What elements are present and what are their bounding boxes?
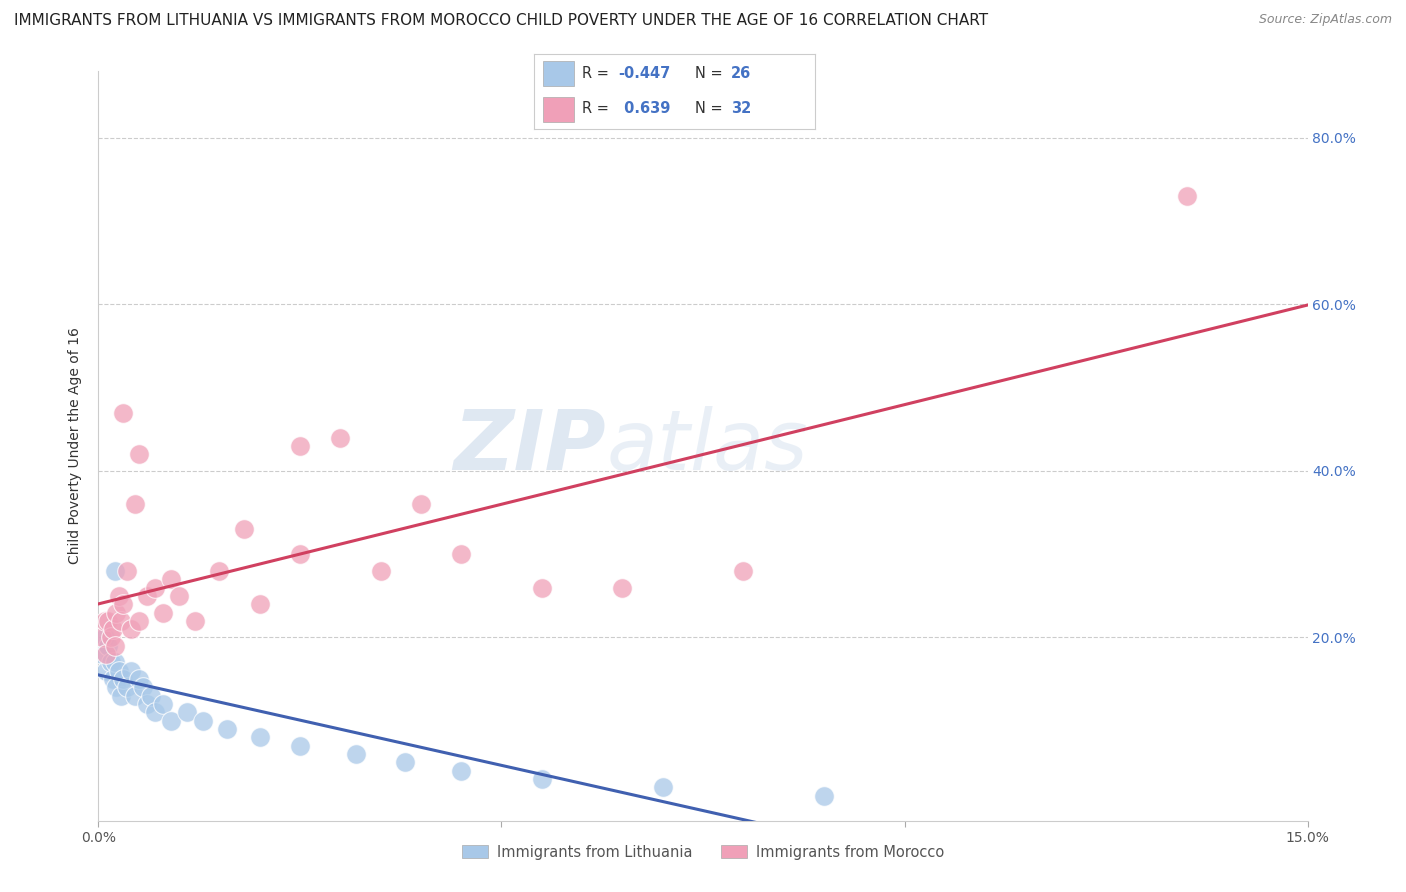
- Point: [160, 572, 183, 586]
- Point: [193, 714, 215, 728]
- FancyBboxPatch shape: [543, 62, 574, 87]
- Point: [101, 622, 124, 636]
- Point: [115, 564, 138, 578]
- Point: [288, 439, 311, 453]
- Point: [288, 547, 311, 561]
- Point: [450, 547, 472, 561]
- Point: [288, 739, 311, 753]
- Text: IMMIGRANTS FROM LITHUANIA VS IMMIGRANTS FROM MOROCCO CHILD POVERTY UNDER THE AGE: IMMIGRANTS FROM LITHUANIA VS IMMIGRANTS …: [14, 13, 988, 29]
- Point: [94, 631, 117, 645]
- Point: [100, 656, 122, 670]
- Point: [370, 564, 392, 578]
- Point: [249, 731, 271, 745]
- Point: [249, 597, 271, 611]
- Point: [143, 581, 166, 595]
- Point: [96, 664, 118, 678]
- Point: [329, 431, 352, 445]
- Point: [101, 672, 124, 686]
- Point: [152, 606, 174, 620]
- Point: [124, 497, 146, 511]
- Text: Source: ZipAtlas.com: Source: ZipAtlas.com: [1258, 13, 1392, 27]
- Legend: Immigrants from Lithuania, Immigrants from Morocco: Immigrants from Lithuania, Immigrants fr…: [456, 839, 950, 866]
- Point: [733, 564, 755, 578]
- Point: [135, 589, 157, 603]
- Point: [344, 747, 367, 761]
- Point: [110, 689, 132, 703]
- Point: [612, 581, 634, 595]
- Point: [208, 564, 231, 578]
- FancyBboxPatch shape: [543, 96, 574, 122]
- Point: [409, 497, 432, 511]
- Point: [132, 681, 155, 695]
- Text: ZIP: ZIP: [454, 406, 606, 486]
- Text: atlas: atlas: [606, 406, 808, 486]
- Point: [105, 681, 128, 695]
- Point: [160, 714, 183, 728]
- Point: [96, 647, 118, 661]
- Point: [110, 614, 132, 628]
- Point: [97, 639, 120, 653]
- Point: [128, 614, 150, 628]
- Point: [120, 664, 142, 678]
- Point: [111, 672, 134, 686]
- Point: [530, 772, 553, 786]
- Point: [651, 780, 673, 795]
- Point: [111, 406, 134, 420]
- Text: 32: 32: [731, 102, 751, 116]
- Point: [184, 614, 207, 628]
- Point: [103, 564, 125, 578]
- Point: [217, 722, 239, 736]
- Point: [120, 622, 142, 636]
- Point: [107, 589, 129, 603]
- Text: 0.639: 0.639: [619, 102, 671, 116]
- Text: 26: 26: [731, 67, 751, 81]
- Point: [139, 689, 162, 703]
- Point: [103, 656, 125, 670]
- Point: [167, 589, 190, 603]
- Point: [135, 697, 157, 711]
- Point: [103, 639, 125, 653]
- Text: N =: N =: [695, 102, 727, 116]
- Point: [124, 689, 146, 703]
- Point: [530, 581, 553, 595]
- Point: [115, 681, 138, 695]
- Point: [100, 631, 122, 645]
- Point: [394, 756, 416, 770]
- Text: -0.447: -0.447: [619, 67, 671, 81]
- Point: [152, 697, 174, 711]
- Point: [176, 706, 198, 720]
- Point: [94, 614, 117, 628]
- Point: [107, 664, 129, 678]
- Text: R =: R =: [582, 67, 613, 81]
- Text: R =: R =: [582, 102, 613, 116]
- Point: [450, 764, 472, 778]
- Point: [143, 706, 166, 720]
- Point: [1175, 189, 1198, 203]
- Point: [97, 614, 120, 628]
- Point: [91, 647, 114, 661]
- Text: N =: N =: [695, 67, 727, 81]
- Point: [128, 672, 150, 686]
- Point: [111, 597, 134, 611]
- Point: [232, 522, 254, 536]
- Point: [128, 447, 150, 461]
- Y-axis label: Child Poverty Under the Age of 16: Child Poverty Under the Age of 16: [69, 327, 83, 565]
- Point: [105, 606, 128, 620]
- Point: [91, 631, 114, 645]
- Point: [813, 789, 835, 803]
